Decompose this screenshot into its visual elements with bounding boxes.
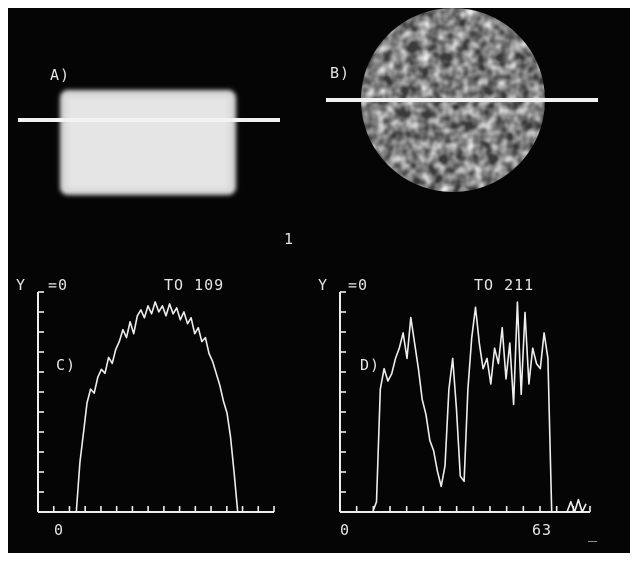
panel-b-image xyxy=(326,8,598,192)
plot-c-axes xyxy=(37,291,275,513)
plot-c-x-start: 0 xyxy=(54,521,64,539)
panel-a-core xyxy=(68,98,228,188)
plot-c-trace xyxy=(44,301,270,513)
plot-d-axes xyxy=(339,291,591,513)
plot-c-y-start: =0 xyxy=(48,276,68,294)
display-canvas: A) B) 1 Y =0 TO 109 C) 0 Y =0 TO 211 D) xyxy=(16,8,598,542)
plot-d-x-end: 63 xyxy=(532,521,552,539)
figure-number: 1 xyxy=(284,230,294,248)
plot-d-y-end: TO 211 xyxy=(474,276,534,294)
plot-c-y-text: Y xyxy=(16,276,26,294)
cursor-mark: _ xyxy=(588,524,598,542)
plot-d-trace xyxy=(346,301,587,513)
oscilloscope-screen: A) B) 1 Y =0 TO 109 C) 0 Y =0 TO 211 D) xyxy=(8,8,630,553)
plot-c: Y =0 TO 109 C) 0 xyxy=(16,276,275,539)
panel-a-label: A) xyxy=(50,66,70,84)
panel-b-label: B) xyxy=(330,64,350,82)
plot-d-y-text: Y xyxy=(318,276,328,294)
plot-d-label: D) xyxy=(360,356,380,374)
plot-c-label: C) xyxy=(56,356,76,374)
plot-d-y-start: =0 xyxy=(348,276,368,294)
panel-a-image xyxy=(18,90,280,195)
plot-d: Y =0 TO 211 D) 0 63 xyxy=(318,276,591,539)
plot-c-y-end: TO 109 xyxy=(164,276,224,294)
plot-d-x-start: 0 xyxy=(340,521,350,539)
